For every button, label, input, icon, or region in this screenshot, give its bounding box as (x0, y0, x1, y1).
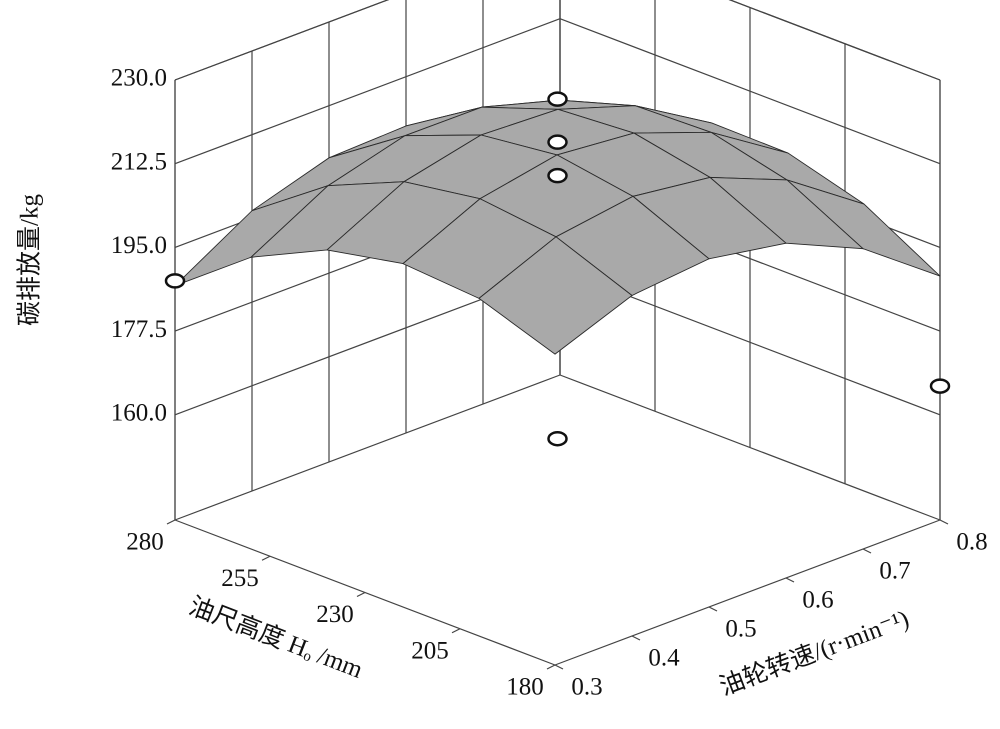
design-point (547, 134, 568, 150)
x-tick-label: 180 (506, 674, 544, 701)
y-tick-label: 0.5 (725, 616, 756, 643)
y-tick-label: 0.3 (571, 674, 602, 701)
tick-mark (554, 664, 564, 670)
y-tick-label: 0.7 (879, 558, 910, 585)
tick-mark (546, 664, 556, 670)
z-tick-label: 177.5 (111, 316, 167, 343)
y-tick-label: 0.6 (802, 587, 833, 614)
design-point (547, 91, 568, 107)
tick-mark (862, 548, 872, 554)
x-tick-label: 255 (221, 565, 259, 592)
x-tick-label: 230 (316, 601, 354, 628)
grid-line (174, 0, 390, 81)
surface-patch (478, 236, 633, 355)
tick-mark (939, 519, 949, 525)
tick-mark (356, 591, 366, 598)
tick-mark (708, 606, 718, 612)
tick-mark (166, 519, 176, 525)
x-tick-label: 280 (126, 529, 164, 556)
tick-mark (261, 555, 271, 561)
z-tick-label: 230.0 (111, 65, 167, 92)
y-tick-label: 0.8 (956, 529, 987, 556)
x-tick-label: 205 (411, 637, 449, 664)
floor-edge (174, 374, 561, 521)
design-point (547, 430, 568, 447)
design-point (547, 167, 568, 184)
design-point (929, 378, 951, 394)
tick-mark (631, 635, 641, 641)
z-axis-label: 碳排放量/kg (16, 194, 44, 326)
z-tick-label: 160.0 (111, 400, 167, 427)
design-point (164, 273, 186, 289)
tick-mark (785, 577, 795, 583)
tick-mark (451, 628, 461, 634)
z-tick-label: 212.5 (111, 148, 167, 175)
z-tick-label: 195.0 (111, 232, 167, 259)
y-tick-label: 0.4 (648, 645, 680, 672)
grid-line (174, 18, 561, 165)
floor-edge (554, 519, 941, 666)
